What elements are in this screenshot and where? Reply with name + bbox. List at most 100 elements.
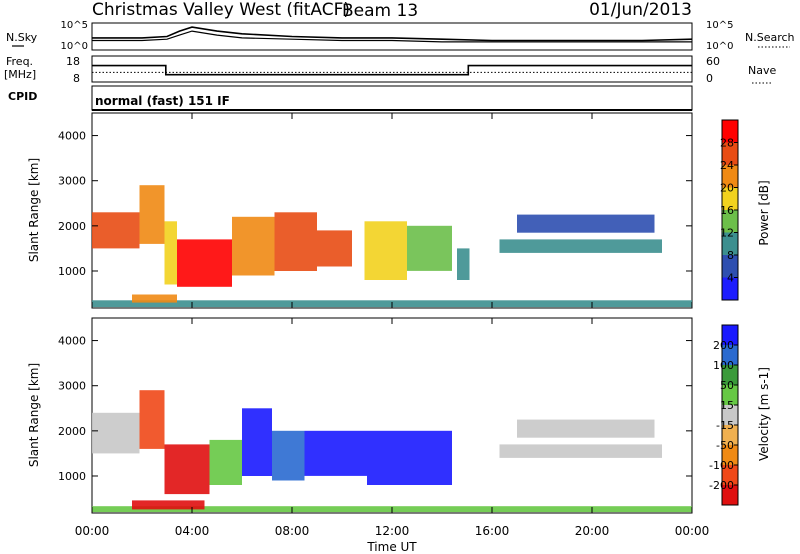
colorbar-swatch	[722, 255, 738, 278]
y-tick-label: 1000	[58, 470, 86, 483]
noise-tick-top-left: 10^5	[61, 20, 88, 31]
scatter-region-13	[132, 294, 177, 303]
freq-tick-bottom: 8	[73, 72, 80, 85]
colorbar-swatch	[722, 365, 738, 386]
beam-label: Beam 13	[342, 1, 418, 21]
colorbar-swatch	[722, 345, 738, 366]
y-tick-label: 4000	[58, 335, 86, 348]
power-panel: 1000 2000 3000 4000 Slant Range [km]	[27, 112, 693, 309]
scatter-region-6	[304, 430, 367, 476]
scatter-region-5	[274, 212, 317, 271]
scatter-region-4	[242, 408, 272, 476]
colorbar-swatch	[722, 232, 738, 256]
colorbar-swatch	[722, 120, 738, 143]
velocity-colorbar: -200 -100 -50 -15 15 50 100 200	[709, 324, 739, 506]
colorbar-tick-label: 100	[713, 359, 734, 372]
colorbar-swatch	[722, 142, 738, 166]
power-colorbar: 4 8 12 16 20 24 28	[720, 119, 739, 301]
colorbar-swatch	[722, 425, 738, 446]
colorbar-frame	[721, 324, 739, 506]
x-tick-label: 00:00	[75, 524, 110, 538]
frequency-panel: Freq. [MHz] 18 8 60 0 Nave	[4, 55, 776, 85]
power-y-label: Slant Range [km]	[27, 158, 41, 262]
nave-tick-bottom: 0	[706, 72, 713, 85]
colorbar-swatch	[722, 485, 738, 506]
noise-tick-bottom-right: 10^0	[706, 41, 733, 52]
colorbar-tick-label: 28	[720, 137, 734, 150]
noise-tick-top-right: 10^5	[706, 20, 733, 31]
scatter-region-0	[92, 212, 140, 249]
colorbar-tick-label: -15	[716, 419, 734, 432]
scatter-region-1	[139, 185, 165, 244]
colorbar-tick-label: 16	[720, 204, 734, 217]
scatter-region-11	[517, 214, 655, 233]
cpid-value: normal (fast) 151 IF	[95, 94, 230, 108]
x-tick-label: 04:00	[175, 524, 210, 538]
power-y-axis: 1000 2000 3000 4000	[58, 130, 692, 278]
freq-tick-top: 18	[66, 55, 80, 68]
colorbar-swatch	[722, 187, 738, 211]
date-label: 01/Jun/2013	[589, 0, 692, 20]
y-tick-label: 3000	[58, 380, 86, 393]
colorbar-tick-label: -100	[709, 459, 734, 472]
time-axis-label: Time UT	[366, 540, 417, 554]
scatter-region-8	[499, 444, 662, 458]
colorbar-swatch	[722, 445, 738, 466]
colorbar-swatch	[722, 165, 738, 188]
scatter-region-0	[92, 412, 140, 454]
nave-tick-top: 60	[706, 55, 720, 68]
plot-title: Christmas Valley West (fitACF)	[92, 0, 350, 20]
y-tick-label: 2000	[58, 425, 86, 438]
colorbar-tick-label: 8	[727, 249, 734, 262]
scatter-region-9	[517, 419, 655, 438]
scatter-region-3	[209, 439, 242, 485]
scatter-region-6	[317, 230, 352, 267]
nsearch-label: N.Search	[745, 31, 795, 44]
time-axis: 00:00 04:00 08:00 12:00 16:00 20:00 00:00	[75, 113, 710, 538]
y-tick-label: 1000	[58, 265, 86, 278]
velocity-y-axis: 1000 2000 3000 4000	[58, 335, 692, 483]
x-tick-label: 08:00	[275, 524, 310, 538]
colorbar-tick-label: 20	[720, 182, 734, 195]
scatter-region-3	[177, 239, 232, 287]
y-tick-label: 2000	[58, 220, 86, 233]
scatter-region-1	[139, 390, 165, 449]
velocity-panel: 1000 2000 3000 4000 Slant Range [km]	[27, 317, 693, 514]
noise-tick-bottom-left: 10^0	[61, 41, 88, 52]
colorbar-tick-label: -50	[716, 439, 734, 452]
nave-label: Nave	[748, 64, 776, 77]
cpid-label: CPID	[8, 90, 37, 103]
colorbar-tick-label: -200	[709, 479, 734, 492]
colorbar-swatch	[722, 385, 738, 406]
cpid-panel: CPID normal (fast) 151 IF	[8, 85, 693, 111]
x-tick-label: 16:00	[475, 524, 510, 538]
colorbar-tick-label: 50	[720, 379, 734, 392]
colorbar-swatch	[722, 325, 738, 346]
scatter-region-2	[164, 444, 210, 495]
colorbar-tick-label: 15	[720, 399, 734, 412]
freq-label: Freq.	[6, 55, 33, 68]
scatter-region-2	[164, 221, 177, 285]
colorbar-swatch	[722, 465, 738, 486]
nsky-label: N.Sky	[6, 31, 38, 44]
colorbar-tick-label: 12	[720, 227, 734, 240]
colorbar-swatch	[722, 277, 738, 301]
scatter-region-11	[132, 500, 205, 510]
y-tick-label: 3000	[58, 175, 86, 188]
noise-panel: N.Sky 10^5 10^0 10^5 10^0 N.Search	[6, 20, 795, 52]
frequency-line	[92, 64, 692, 76]
x-tick-label: 12:00	[375, 524, 410, 538]
y-tick-label: 4000	[58, 130, 86, 143]
velocity-y-label: Slant Range [km]	[27, 363, 41, 467]
colorbar-swatch	[722, 210, 738, 233]
noise-search-line	[92, 30, 692, 43]
scatter-region-5	[272, 430, 305, 481]
scatter-region-7	[364, 221, 407, 280]
scatter-region-8	[407, 225, 452, 271]
scatter-region-9	[457, 248, 470, 280]
colorbar-swatch	[722, 405, 738, 426]
scatter-region-7	[367, 430, 452, 485]
x-tick-label: 20:00	[575, 524, 610, 538]
x-tick-label: 00:00	[675, 524, 710, 538]
